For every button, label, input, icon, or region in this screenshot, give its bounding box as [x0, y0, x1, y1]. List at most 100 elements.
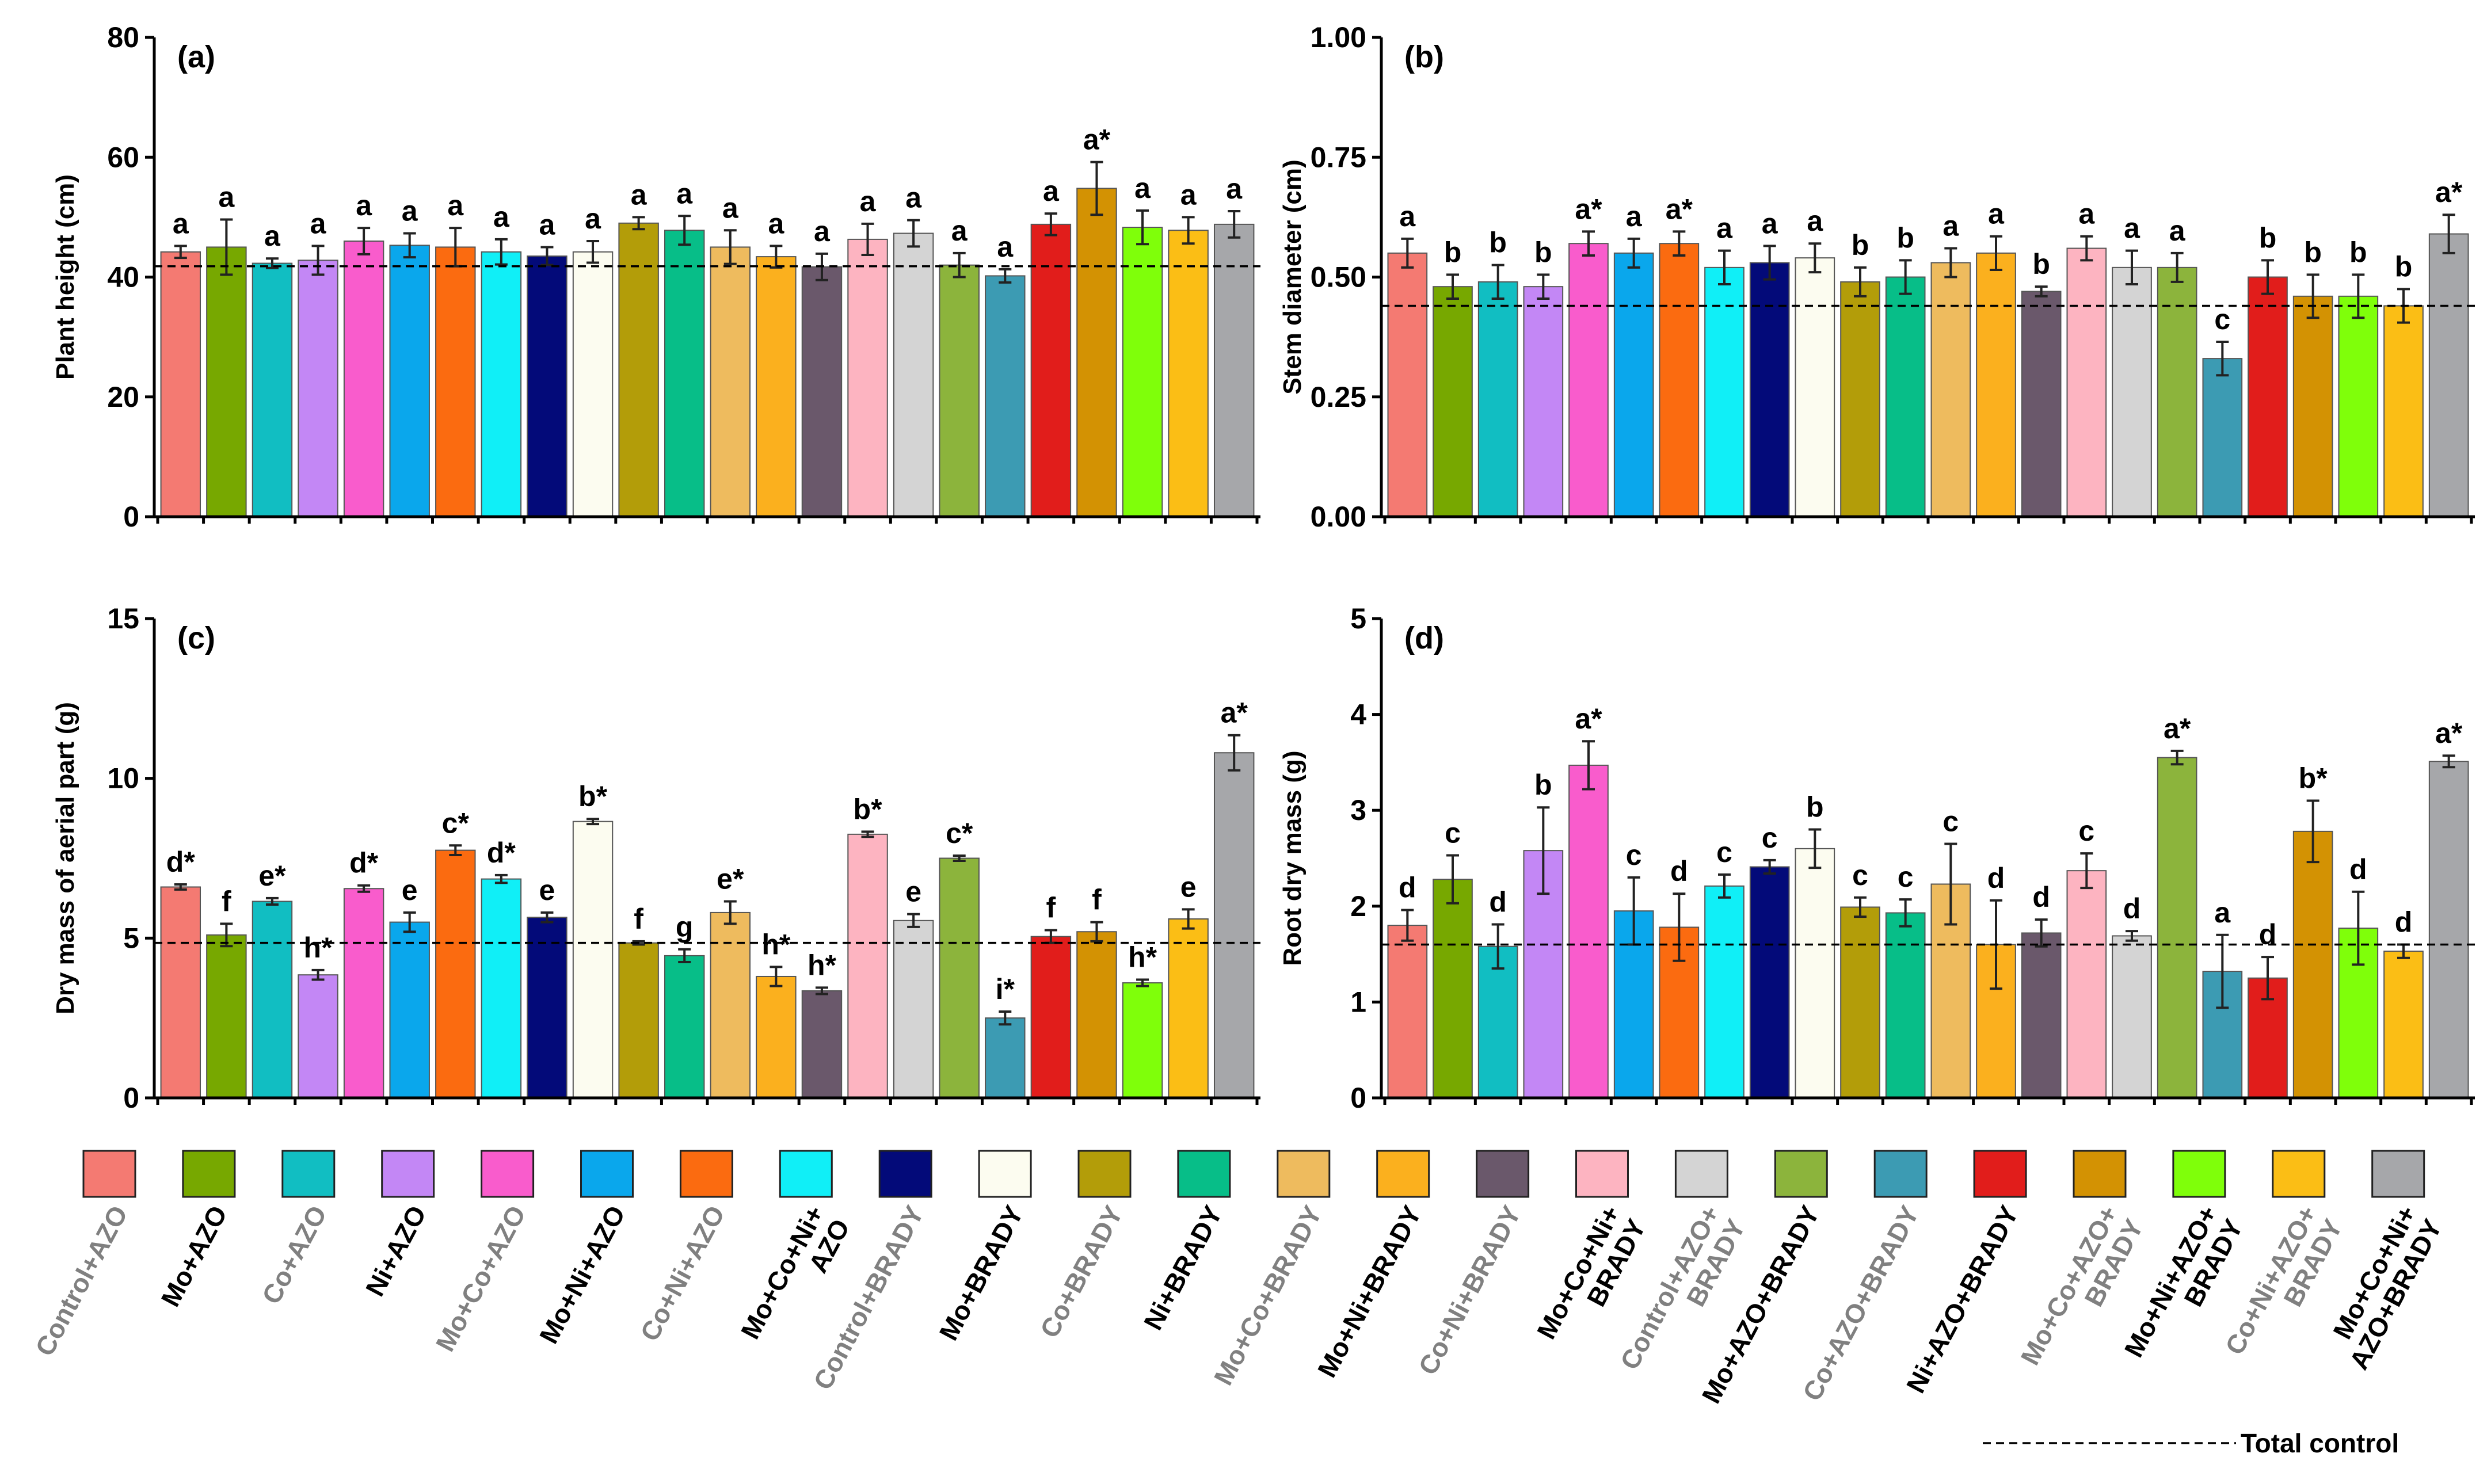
significance-letter: a*	[2435, 176, 2463, 208]
legend-label-line: Co+Ni+AZO	[634, 1201, 730, 1346]
significance-letter: h*	[304, 932, 333, 964]
bar	[939, 857, 980, 1098]
legend-swatch	[381, 1150, 435, 1198]
bar	[160, 251, 201, 517]
legend-label-line: Mo+Co+Ni+	[735, 1201, 830, 1344]
significance-letter: b	[1489, 227, 1507, 259]
significance-letter: b	[1806, 791, 1824, 823]
significance-letter: e*	[717, 863, 744, 895]
bar	[1885, 276, 1926, 517]
significance-letter: a*	[1666, 193, 1693, 225]
significance-letter: d	[1489, 886, 1507, 918]
bar	[1659, 243, 1700, 517]
y-tick-label: 2	[1350, 890, 1366, 922]
bar	[206, 246, 247, 517]
significance-letter: f	[222, 885, 231, 917]
bar	[2202, 358, 2243, 517]
bar	[1477, 945, 1518, 1098]
legend-label-line: Co+Ni+BRADY	[1412, 1201, 1526, 1380]
y-tick-label: 0.00	[1311, 501, 1366, 533]
bar	[1840, 906, 1880, 1098]
significance-letter: d*	[487, 837, 516, 869]
bar	[2112, 266, 2152, 517]
y-tick-label: 5	[123, 922, 139, 954]
bar	[710, 911, 751, 1098]
legend-label-line: Mo+Ni+BRADY	[1312, 1201, 1427, 1383]
bar	[710, 246, 751, 517]
bar	[1795, 848, 1835, 1098]
significance-letter: a	[997, 231, 1014, 263]
legend-swatch	[1077, 1150, 1132, 1198]
bar	[252, 901, 293, 1098]
significance-letter: c	[1942, 806, 1959, 838]
bar	[298, 260, 338, 517]
legend-label: Mo+Co+BRADY	[1208, 1201, 1328, 1390]
bar	[1568, 243, 1609, 517]
significance-letter: d	[2032, 881, 2050, 913]
significance-letter: a*	[1575, 703, 1602, 735]
bar	[435, 849, 476, 1099]
bar	[2248, 276, 2288, 517]
bar	[1840, 281, 1880, 517]
legend-label-line: Ni+BRADY	[1138, 1201, 1228, 1335]
y-tick-label: 0	[123, 1082, 139, 1114]
bar	[2066, 247, 2107, 517]
legend-swatch	[182, 1150, 236, 1198]
total-control-legend: Total control	[1983, 1428, 2399, 1458]
significance-letter: a	[905, 182, 922, 214]
significance-letter: c	[2078, 815, 2094, 847]
y-tick-label: 20	[107, 381, 139, 413]
legend-label: Ni+BRADY	[1138, 1201, 1228, 1335]
significance-letter: a	[1807, 205, 1823, 237]
bar	[1168, 230, 1209, 517]
bar	[664, 955, 705, 1099]
significance-letter: g	[676, 911, 694, 943]
bar	[1523, 286, 1564, 517]
significance-letter: a	[402, 194, 418, 227]
bar	[1749, 866, 1790, 1099]
significance-letter: d	[1399, 871, 1416, 903]
legend-label: Ni+AZO+BRADY	[1900, 1201, 2024, 1398]
legend-label-line: Control+AZO	[29, 1201, 134, 1361]
bar	[1030, 936, 1072, 1098]
significance-letter: b	[2032, 248, 2050, 280]
panel-label: (b)	[1404, 40, 1444, 74]
bar	[1749, 262, 1790, 517]
y-tick-label: 3	[1350, 794, 1366, 826]
significance-letter: b	[2349, 236, 2367, 268]
significance-letter: d	[1987, 862, 2005, 894]
significance-letter: d	[2259, 918, 2277, 951]
bar	[206, 934, 247, 1099]
bar	[298, 974, 338, 1098]
panel-c-dry-mass-aerial: d* f e* h* d* e c* d* e b* f g e* h* h* b* e c* i* f f h* e a* 0…	[51, 602, 1260, 1114]
significance-letter: a	[447, 189, 464, 222]
significance-letter: c	[2214, 303, 2230, 335]
significance-letter: c	[1626, 839, 1642, 871]
legend-label: Control+AZO	[29, 1201, 134, 1361]
legend-label: Co+BRADY	[1034, 1201, 1129, 1343]
bar	[1613, 252, 1654, 517]
significance-letter: a	[1399, 200, 1416, 232]
bar	[756, 256, 797, 517]
legend-swatch	[679, 1150, 733, 1198]
significance-letter: a	[676, 177, 693, 209]
significance-letter: a	[2169, 215, 2186, 247]
y-tick-label: 0.50	[1311, 261, 1366, 293]
bar	[2021, 291, 2062, 517]
significance-letter: h*	[808, 949, 837, 981]
bar	[481, 251, 522, 517]
legend-label-line: Ni+AZO	[360, 1201, 432, 1301]
y-tick-label: 0.25	[1311, 381, 1366, 413]
bar	[343, 241, 384, 517]
y-tick-label: 0.75	[1311, 141, 1366, 173]
bar	[2292, 830, 2333, 1099]
bar	[2338, 295, 2379, 517]
significance-letter: c	[1898, 861, 1914, 893]
significance-letter: e	[402, 874, 418, 906]
significance-letter: b	[2259, 222, 2277, 254]
bar	[2157, 757, 2197, 1098]
significance-letter: c*	[946, 817, 973, 849]
significance-letter: a	[356, 189, 372, 222]
